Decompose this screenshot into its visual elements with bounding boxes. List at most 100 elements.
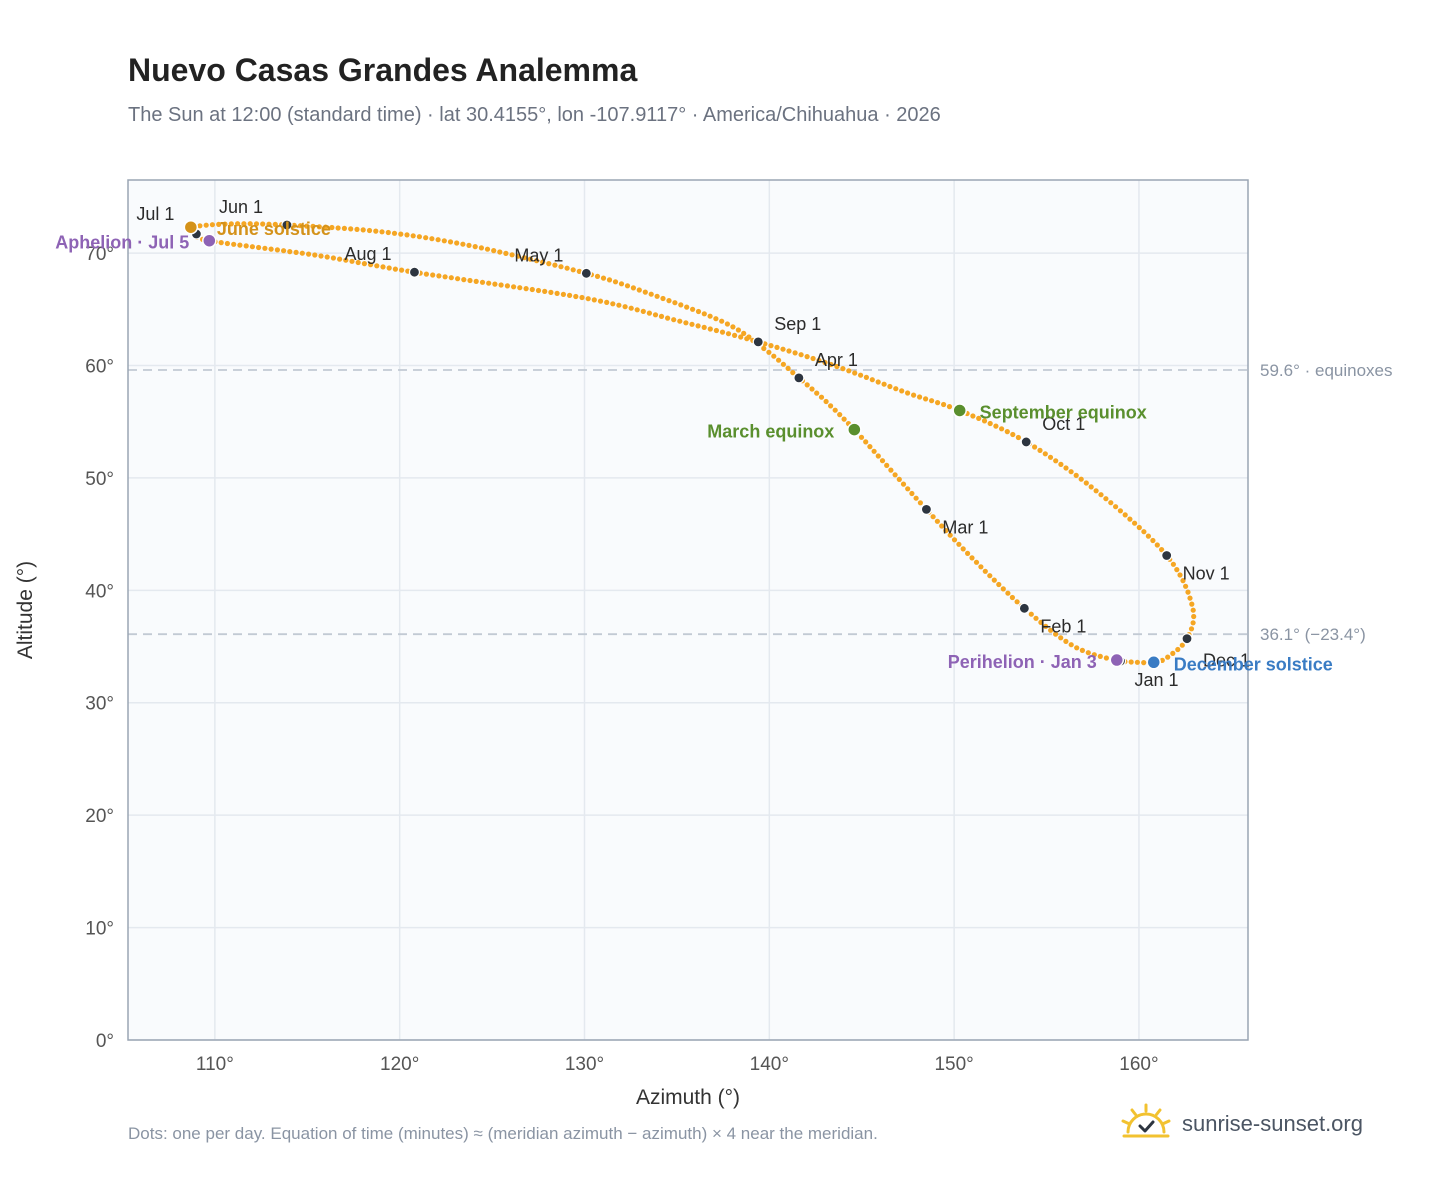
daily-dot — [510, 284, 517, 290]
daily-dot — [517, 285, 523, 291]
daily-dot — [341, 225, 347, 231]
daily-dot — [218, 240, 224, 246]
y-tick-label: 60° — [85, 356, 114, 377]
brand[interactable]: sunrise-sunset.org — [1120, 1102, 1363, 1146]
daily-dot — [660, 295, 666, 302]
daily-dot — [790, 370, 796, 376]
daily-dot — [725, 331, 732, 337]
daily-dot — [956, 541, 962, 547]
daily-dot — [330, 255, 336, 261]
event-markers: March equinox September equinox June solst… — [55, 219, 1333, 674]
daily-dot — [837, 412, 843, 418]
daily-dot — [640, 308, 646, 314]
daily-dot — [354, 226, 360, 232]
daily-dot — [871, 448, 877, 454]
daily-dot — [768, 343, 774, 349]
month-dot — [408, 266, 421, 278]
daily-dot — [323, 224, 329, 230]
daily-dot — [324, 254, 330, 260]
reference-lines: 59.6° · equinoxes 36.1° (−23.4°) — [128, 361, 1393, 644]
daily-dot — [241, 221, 247, 227]
daily-dot — [534, 258, 540, 264]
daily-dot — [1004, 429, 1010, 435]
daily-dot — [690, 306, 696, 312]
daily-dot — [999, 426, 1005, 432]
daily-dot — [719, 318, 725, 324]
daily-dot — [969, 555, 975, 561]
daily-dot — [455, 276, 461, 282]
daily-dot — [606, 277, 613, 283]
daily-dot — [442, 274, 448, 280]
daily-dot — [472, 244, 478, 250]
daily-dot — [231, 241, 237, 247]
daily-dot — [1028, 611, 1034, 617]
daily-dot — [1122, 512, 1128, 518]
daily-dot — [1005, 590, 1011, 596]
daily-dot — [515, 253, 521, 259]
event-dot — [1109, 652, 1125, 668]
daily-dot — [832, 407, 838, 413]
daily-dot — [521, 255, 527, 261]
x-tick-label: 140° — [750, 1054, 789, 1075]
daily-dot — [666, 298, 672, 304]
daily-dot — [943, 528, 949, 534]
daily-dot — [554, 290, 560, 296]
daily-dot — [306, 251, 312, 257]
daily-dot — [1038, 619, 1044, 626]
month-dot — [1161, 549, 1173, 562]
daily-dot — [987, 420, 993, 427]
footnote: Dots: one per day. Equation of time (min… — [128, 1124, 878, 1143]
daily-dot — [260, 221, 266, 227]
daily-dot — [310, 223, 316, 229]
daily-dot — [249, 244, 255, 250]
daily-dot — [448, 275, 454, 281]
daily-dot — [905, 390, 911, 396]
daily-dot — [237, 242, 243, 248]
daily-dot — [1097, 653, 1103, 660]
daily-dot — [504, 283, 510, 289]
daily-dot — [636, 287, 642, 293]
daily-dot — [929, 398, 935, 404]
daily-dot — [822, 359, 828, 366]
daily-dot — [391, 230, 398, 236]
daily-dot — [804, 354, 810, 360]
daily-dot — [461, 277, 467, 283]
daily-dot — [875, 453, 881, 459]
daily-dot — [266, 221, 272, 227]
daily-dot — [978, 564, 984, 570]
daily-dot — [274, 247, 280, 253]
daily-dot — [1083, 480, 1089, 486]
event-dot — [183, 219, 199, 235]
daily-dot — [423, 271, 429, 277]
daily-dot — [392, 266, 398, 272]
daily-dot — [863, 374, 870, 380]
daily-dot — [1141, 529, 1147, 535]
daily-dot — [1154, 542, 1160, 548]
daily-dot — [665, 315, 671, 321]
daily-dot — [724, 321, 731, 327]
daily-dot — [810, 355, 816, 362]
y-tick-label: 0° — [96, 1031, 114, 1052]
daily-dot — [253, 221, 260, 227]
daily-dot — [1179, 642, 1185, 648]
brand-name[interactable]: sunrise-sunset.org — [1182, 1111, 1363, 1136]
daily-dot — [970, 413, 976, 419]
daily-dot — [548, 289, 554, 295]
daily-dot — [917, 394, 923, 400]
month-dot — [920, 503, 933, 515]
daily-dot — [1047, 454, 1054, 460]
daily-dot — [780, 346, 786, 352]
daily-dot — [473, 278, 479, 284]
daily-dot — [701, 311, 707, 317]
daily-dot — [913, 495, 919, 501]
daily-dot — [576, 268, 582, 274]
daily-dot — [1165, 654, 1171, 660]
daily-dot — [1170, 650, 1176, 657]
daily-dot — [447, 239, 454, 245]
event-dot — [847, 422, 862, 437]
daily-dot — [713, 316, 719, 322]
daily-dot — [713, 327, 720, 334]
daily-dot — [585, 296, 591, 302]
daily-dot — [689, 321, 695, 327]
daily-dot — [892, 472, 898, 478]
